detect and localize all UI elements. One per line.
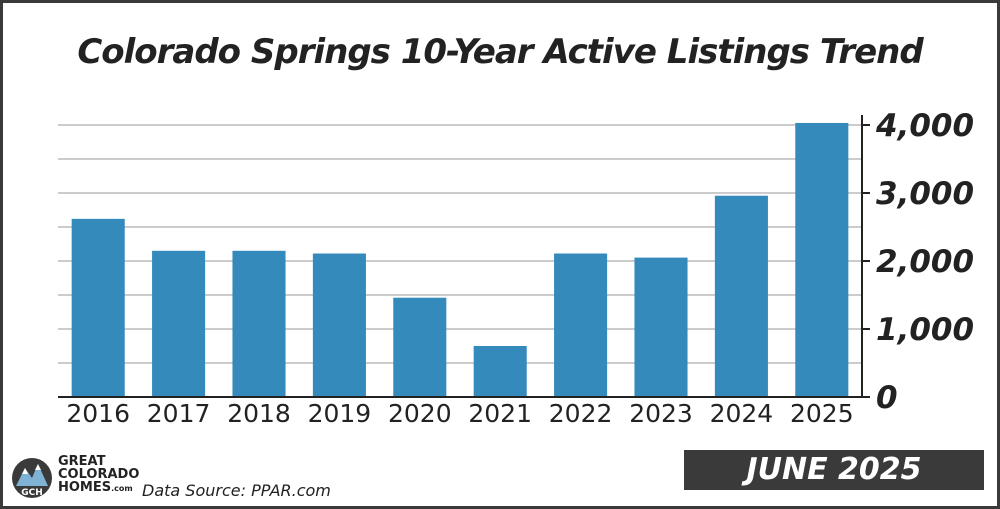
y-tick-label: 2,000 bbox=[876, 244, 974, 280]
bar-2023 bbox=[634, 257, 688, 397]
bar-2025 bbox=[795, 122, 849, 398]
logo-line-3: HOMES bbox=[58, 480, 112, 495]
bar-2021 bbox=[473, 346, 527, 397]
logo-text: GREAT COLORADO HOMES.com bbox=[58, 455, 139, 495]
y-tick-label: 3,000 bbox=[876, 176, 974, 212]
y-tick-label: 0 bbox=[876, 380, 898, 416]
axes bbox=[58, 115, 870, 398]
bar-2024 bbox=[714, 195, 768, 397]
chart-title: Colorado Springs 10-Year Active Listings… bbox=[77, 32, 923, 72]
x-tick-labels: 2016 2017 2018 2019 2020 2021 2022 2023 2024 2025 bbox=[66, 399, 853, 428]
great-colorado-homes-logo: GCH bbox=[12, 458, 52, 498]
bar-2016 bbox=[71, 218, 125, 397]
data-source: Data Source: PPAR.com bbox=[142, 481, 331, 500]
bar-2017 bbox=[152, 250, 206, 397]
y-tick-label: 1,000 bbox=[876, 312, 974, 348]
x-tick-label: 2020 bbox=[388, 399, 452, 428]
x-tick-label: 2017 bbox=[147, 399, 211, 428]
bar-2018 bbox=[232, 250, 286, 397]
x-tick-label: 2023 bbox=[629, 399, 693, 428]
logo-badge: GCH bbox=[21, 488, 43, 498]
logo-suffix: .com bbox=[111, 484, 133, 493]
logo-line-2: COLORADO bbox=[58, 467, 140, 482]
x-tick-label: 2024 bbox=[710, 399, 774, 428]
y-tick-label: 4,000 bbox=[875, 108, 974, 144]
y-tick-labels: 0 1,000 2,000 3,000 4,000 bbox=[875, 108, 974, 416]
bar-2022 bbox=[554, 253, 608, 397]
x-tick-label: 2025 bbox=[790, 399, 854, 428]
logo-line-1: GREAT bbox=[58, 454, 106, 469]
bars bbox=[71, 122, 849, 398]
x-tick-label: 2021 bbox=[468, 399, 532, 428]
x-tick-label: 2022 bbox=[549, 399, 613, 428]
bar-2020 bbox=[393, 297, 447, 397]
x-tick-label: 2016 bbox=[66, 399, 130, 428]
x-tick-label: 2018 bbox=[227, 399, 291, 428]
date-badge: JUNE 2025 bbox=[684, 450, 984, 490]
bar-2019 bbox=[312, 253, 366, 397]
x-tick-label: 2019 bbox=[308, 399, 372, 428]
